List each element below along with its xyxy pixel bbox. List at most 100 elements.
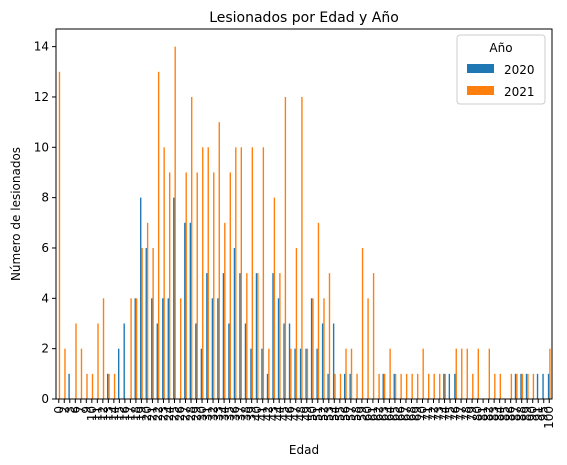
bar-2020-age-47	[294, 348, 296, 399]
bar-2021-age-30	[202, 147, 204, 399]
bar-2020-age-56	[343, 373, 346, 399]
x-tick-label: 53	[322, 406, 336, 421]
bar-2021-age-64	[389, 348, 391, 399]
x-tick-label: 73	[432, 406, 446, 421]
bar-2020-age-18	[134, 298, 136, 399]
bar-2021-age-76	[455, 348, 457, 399]
bar-2020-age-88	[520, 373, 522, 399]
bar-2020-age-53	[327, 373, 329, 399]
bar-2020-age-22	[156, 323, 158, 399]
bar-2020-age-36	[233, 247, 236, 399]
x-tick-label: 52	[316, 406, 330, 421]
bar-2021-age-65	[394, 373, 397, 399]
bar-2020-age-33	[217, 298, 219, 399]
x-tick-label: 27	[179, 406, 193, 421]
x-tick-label: 68	[404, 406, 418, 421]
legend-swatch-2021	[467, 86, 494, 95]
bar-2020-age-76	[454, 373, 456, 399]
x-tick-label: 70	[415, 406, 429, 421]
bar-2021-age-22	[157, 71, 160, 399]
x-tick-label: 23	[156, 406, 170, 421]
x-tick-label: 36	[228, 406, 242, 421]
bar-2021-age-35	[229, 172, 231, 399]
bar-2020-age-29	[195, 323, 197, 399]
x-tick-label: 17	[123, 406, 137, 421]
bar-2020-age-42	[266, 373, 269, 399]
bar-2020-age-19	[140, 197, 142, 399]
y-axis-label: Número de lesionados	[9, 147, 23, 281]
bar-2020-age-75	[448, 373, 451, 399]
x-tick-label: 20	[140, 406, 154, 421]
bar-2021-age-87	[516, 373, 518, 399]
y-tick-label: 6	[41, 241, 49, 255]
bar-2021-age-36	[235, 147, 237, 399]
bar-2021-age-17	[130, 298, 132, 399]
bar-2020-age-25	[173, 197, 175, 399]
plot-frame	[55, 28, 553, 400]
bar-2021-age-78	[466, 348, 468, 399]
bar-2021-age-50	[312, 298, 314, 399]
legend-title: Año	[489, 41, 512, 55]
y-tick-label: 2	[41, 342, 49, 356]
bar-2020-age-40	[255, 273, 258, 399]
bar-2020-age-41	[261, 348, 263, 399]
x-tick-label: 50	[305, 406, 319, 421]
x-tick-label: 12	[96, 406, 110, 421]
x-tick-label: 43	[267, 406, 281, 421]
x-tick-label: 32	[206, 406, 220, 421]
bar-2021-age-56	[345, 348, 347, 399]
x-tick-label: 7	[74, 406, 88, 414]
x-axis-label: Edad	[289, 443, 319, 457]
bar-2020-age-46	[288, 323, 291, 399]
legend-label-2020: 2020	[504, 63, 535, 77]
x-tick-label: 15	[112, 406, 126, 421]
bar-2021-age-80	[477, 348, 479, 399]
x-tick-label: 66	[393, 406, 407, 421]
x-tick-label: 51	[311, 406, 325, 421]
x-tick-label: 85	[498, 406, 512, 421]
x-tick-label: 55	[333, 406, 347, 421]
x-tick-label: 0	[52, 406, 66, 414]
bar-2020-age-30	[200, 348, 203, 399]
x-tick-label: 86	[504, 406, 518, 421]
bar-2021-age-53	[328, 273, 331, 399]
x-tick-label: 11	[90, 406, 104, 421]
bar-2021-age-69	[416, 373, 419, 399]
bar-2020-age-54	[332, 323, 335, 399]
bar-2021-age-72	[433, 373, 435, 399]
x-tick-label: 25	[167, 406, 181, 421]
bar-2021-age-0	[58, 71, 61, 399]
bar-2021-age-44	[279, 273, 281, 399]
bar-2020-age-48	[299, 348, 302, 399]
bar-2021-age-27	[185, 172, 187, 399]
x-tick-label: 58	[349, 406, 363, 421]
x-tick-label: 90	[526, 406, 540, 421]
x-tick-label: 57	[344, 406, 358, 421]
bar-2020-age-91	[536, 373, 539, 399]
bar-2020-age-28	[189, 222, 192, 399]
bar-2021-age-11	[97, 323, 99, 399]
bar-2020-age-52	[321, 323, 324, 399]
bar-2021-age-6	[75, 323, 77, 399]
x-tick-label: 35	[223, 406, 237, 421]
bar-2020-age-50	[310, 298, 313, 399]
bar-2020-age-20	[145, 247, 147, 399]
x-tick-label: 69	[410, 406, 424, 421]
x-tick-label: 78	[460, 406, 474, 421]
chart-title: Lesionados por Edad y Año	[209, 10, 399, 26]
x-tick-label: 45	[278, 406, 292, 421]
bar-2021-age-51	[317, 222, 320, 399]
bar-2021-age-86	[510, 373, 513, 399]
bar-2021-age-90	[532, 373, 535, 399]
x-tick-label: 42	[261, 406, 275, 421]
x-tick-label: 22	[151, 406, 165, 421]
x-tick-label: 21	[145, 406, 159, 421]
bar-2021-age-9	[86, 373, 88, 399]
bar-2021-age-55	[339, 373, 342, 399]
bar-2021-age-46	[290, 348, 292, 399]
bar-2021-age-74	[444, 373, 446, 399]
bar-2020-age-43	[272, 273, 274, 399]
bar-2021-age-40	[257, 273, 259, 399]
